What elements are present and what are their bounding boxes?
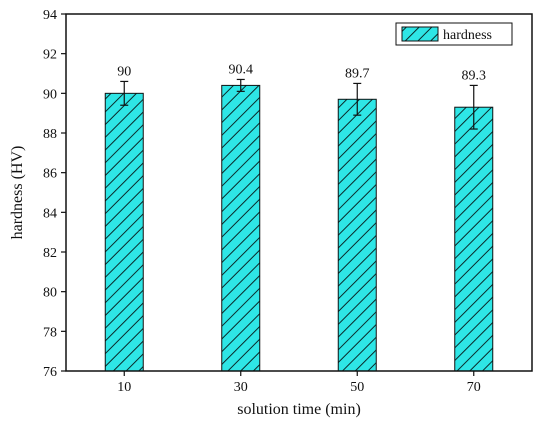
y-tick-label-88: 88	[43, 127, 57, 142]
x-tick-label-10: 10	[117, 380, 131, 395]
y-axis-ticks: 76 78 80 82 84 86 88 90 92 94	[43, 8, 66, 380]
error-bar-70	[469, 84, 478, 130]
value-label-30: 90.4	[229, 62, 254, 77]
error-bar-10	[120, 80, 129, 106]
y-axis-label: hardness (HV)	[9, 146, 26, 240]
x-axis-label: solution time (min)	[237, 401, 361, 418]
error-bar-50	[353, 82, 362, 116]
bars-layer	[104, 84, 494, 372]
legend-swatch	[401, 26, 439, 42]
y-tick-label-78: 78	[43, 325, 57, 340]
error-bars-layer	[120, 78, 478, 130]
legend: hardness	[395, 22, 513, 46]
x-axis-ticks: 10 30 50 70	[117, 371, 481, 395]
y-tick-label-86: 86	[43, 167, 57, 182]
y-tick-label-84: 84	[43, 206, 57, 221]
y-tick-label-92: 92	[43, 48, 57, 63]
error-bar-30	[236, 78, 245, 92]
value-label-70: 89.3	[462, 68, 487, 83]
y-tick-label-82: 82	[43, 246, 57, 261]
x-tick-label-50: 50	[350, 380, 364, 395]
value-label-50: 89.7	[345, 66, 370, 81]
bar-10	[104, 92, 144, 372]
y-tick-label-76: 76	[43, 365, 57, 380]
y-tick-label-94: 94	[43, 8, 57, 23]
bar-70	[454, 106, 494, 372]
value-label-10: 90	[117, 64, 131, 79]
legend-label: hardness	[443, 28, 492, 43]
y-tick-label-80: 80	[43, 286, 57, 301]
bar-30	[221, 84, 261, 372]
x-tick-label-70: 70	[467, 380, 481, 395]
y-tick-label-90: 90	[43, 87, 57, 102]
value-labels-layer: 90 90.4 89.7 89.3	[117, 62, 486, 83]
bar-50	[337, 98, 377, 372]
x-tick-label-30: 30	[234, 380, 248, 395]
plot-frame	[65, 13, 533, 372]
